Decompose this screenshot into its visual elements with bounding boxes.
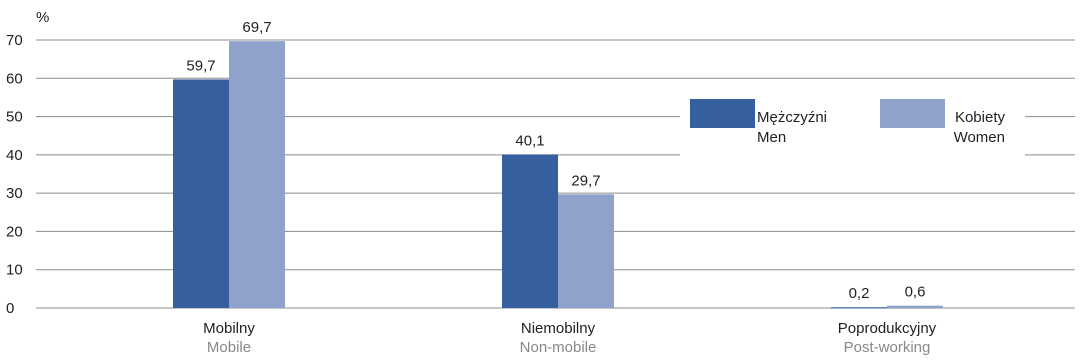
data-label: 29,7 bbox=[571, 172, 600, 189]
bar-men bbox=[173, 79, 229, 308]
legend-label-pl: Mężczyźni bbox=[757, 109, 827, 126]
category-label: Mobilny bbox=[203, 320, 255, 337]
y-tick-label: 20 bbox=[6, 223, 23, 240]
category-label: Niemobilny bbox=[521, 320, 596, 337]
legend-swatch-women bbox=[880, 99, 945, 128]
bar-women bbox=[887, 305, 943, 308]
y-tick-label: 40 bbox=[6, 147, 23, 164]
bar-women bbox=[229, 41, 285, 309]
y-unit-label: % bbox=[36, 9, 49, 26]
legend-label-en: Women bbox=[954, 129, 1005, 146]
category-label-en: Non-mobile bbox=[520, 339, 597, 356]
y-tick-label: 60 bbox=[6, 70, 23, 87]
category-label-en: Mobile bbox=[207, 339, 251, 356]
data-label: 69,7 bbox=[242, 19, 271, 36]
data-label: 40,1 bbox=[515, 132, 544, 149]
legend-swatch-men bbox=[690, 99, 755, 128]
y-tick-label: 30 bbox=[6, 185, 23, 202]
legend-label-en: Men bbox=[757, 129, 786, 146]
y-axis: 0 10 20 30 40 50 60 70 bbox=[6, 32, 23, 317]
bar-men bbox=[502, 154, 558, 308]
y-tick-label: 50 bbox=[6, 109, 23, 126]
category-label-en: Post-working bbox=[844, 339, 931, 356]
legend: Mężczyźni Men Kobiety Women bbox=[690, 99, 1005, 146]
data-label: 0,6 bbox=[905, 284, 926, 301]
data-label: 59,7 bbox=[186, 57, 215, 74]
data-label: 0,2 bbox=[849, 285, 870, 302]
bar-women bbox=[558, 194, 614, 308]
x-axis-categories: Mobilny Mobile Niemobilny Non-mobile Poprodu… bbox=[203, 320, 937, 356]
category-label: Poprodukcyjny bbox=[838, 320, 937, 337]
bar-men bbox=[831, 307, 887, 309]
legend-label-pl: Kobiety bbox=[955, 109, 1006, 126]
bars: 59,7 69,7 40,1 29,7 0,2 0,6 bbox=[173, 19, 943, 309]
y-tick-label: 10 bbox=[6, 262, 23, 279]
y-tick-label: 0 bbox=[6, 300, 14, 317]
y-tick-label: 70 bbox=[6, 32, 23, 49]
